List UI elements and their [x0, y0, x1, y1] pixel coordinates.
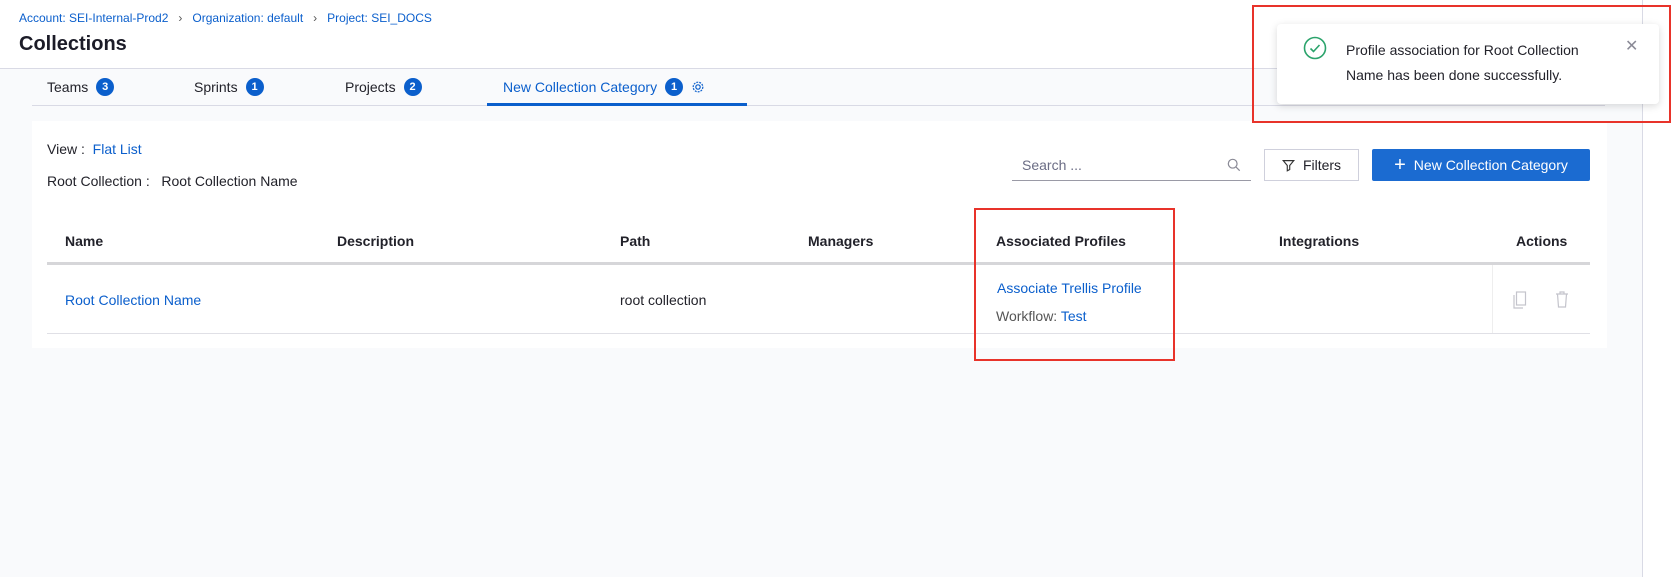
- plus-icon: +: [1394, 154, 1406, 176]
- root-collection-value: Root Collection Name: [161, 173, 298, 189]
- workflow-row: Workflow: Test: [996, 308, 1087, 324]
- tab-label: Sprints: [194, 79, 238, 95]
- column-header-managers: Managers: [808, 233, 874, 249]
- column-header-actions: Actions: [1516, 233, 1568, 249]
- tab-label: New Collection Category: [503, 79, 658, 95]
- column-header-associated-profiles: Associated Profiles: [996, 233, 1126, 249]
- view-row: View : Flat List: [47, 141, 142, 157]
- path-cell: root collection: [620, 292, 707, 308]
- tab-label: Projects: [345, 79, 396, 95]
- actions-divider: [1492, 265, 1493, 334]
- collection-name-link[interactable]: Root Collection Name: [65, 292, 202, 308]
- row-divider: [47, 333, 1590, 334]
- right-divider: [1642, 0, 1643, 577]
- new-button-label: New Collection Category: [1413, 157, 1568, 173]
- success-toast: Profile association for Root Collection …: [1277, 24, 1659, 104]
- column-header-description: Description: [337, 233, 415, 249]
- copy-icon[interactable]: [1513, 291, 1527, 309]
- count-badge: 1: [665, 78, 684, 96]
- tab-new-collection-category[interactable]: New Collection Category 1: [503, 78, 705, 96]
- filters-label: Filters: [1302, 157, 1342, 173]
- close-icon[interactable]: ✕: [1625, 38, 1639, 55]
- view-flat-list-link[interactable]: Flat List: [92, 141, 142, 157]
- tab-teams[interactable]: Teams 3: [47, 78, 115, 96]
- column-header-name[interactable]: Name: [65, 233, 104, 249]
- tab-sprints[interactable]: Sprints 1: [194, 78, 264, 96]
- count-badge: 3: [96, 78, 115, 96]
- tab-label: Teams: [47, 79, 89, 95]
- new-collection-category-button[interactable]: + New Collection Category: [1372, 149, 1590, 181]
- table-header-divider: [47, 262, 1590, 265]
- toast-message: Profile association for Root Collection …: [1346, 42, 1579, 83]
- column-header-path: Path: [620, 233, 651, 249]
- count-badge: 1: [245, 78, 264, 96]
- breadcrumb: Account: SEI-Internal-Prod2 › Organizati…: [19, 11, 432, 25]
- filter-icon: [1281, 159, 1295, 172]
- view-label: View :: [47, 141, 85, 157]
- chevron-right-icon: ›: [313, 11, 318, 25]
- workflow-label: Workflow:: [996, 308, 1058, 324]
- tab-bar: Teams 3 Sprints 1 Projects 2 New Collection…: [32, 72, 1605, 106]
- breadcrumb-organization[interactable]: Organization: default: [192, 11, 304, 25]
- root-collection-label: Root Collection :: [47, 173, 150, 189]
- check-circle-icon: [1303, 36, 1327, 60]
- highlight-box-associated-profiles: [974, 208, 1175, 361]
- breadcrumb-account[interactable]: Account: SEI-Internal-Prod2: [19, 11, 169, 25]
- count-badge: 2: [403, 78, 422, 96]
- tab-projects[interactable]: Projects 2: [345, 78, 422, 96]
- page-title: Collections: [19, 33, 127, 55]
- search-input[interactable]: Search ...: [1012, 150, 1251, 181]
- column-header-integrations: Integrations: [1279, 233, 1360, 249]
- search-icon: [1227, 158, 1241, 172]
- root-collection-row: Root Collection : Root Collection Name: [47, 173, 298, 189]
- gear-icon[interactable]: [691, 80, 705, 94]
- workflow-link[interactable]: Test: [1060, 308, 1087, 324]
- associate-trellis-profile-link[interactable]: Associate Trellis Profile: [997, 280, 1142, 296]
- breadcrumb-project[interactable]: Project: SEI_DOCS: [327, 11, 432, 25]
- active-tab-indicator: [487, 103, 747, 106]
- chevron-right-icon: ›: [178, 11, 183, 25]
- highlight-box-toast: [1252, 5, 1671, 123]
- search-placeholder: Search ...: [1022, 157, 1082, 173]
- filters-button[interactable]: Filters: [1264, 149, 1359, 181]
- trash-icon[interactable]: [1555, 291, 1569, 308]
